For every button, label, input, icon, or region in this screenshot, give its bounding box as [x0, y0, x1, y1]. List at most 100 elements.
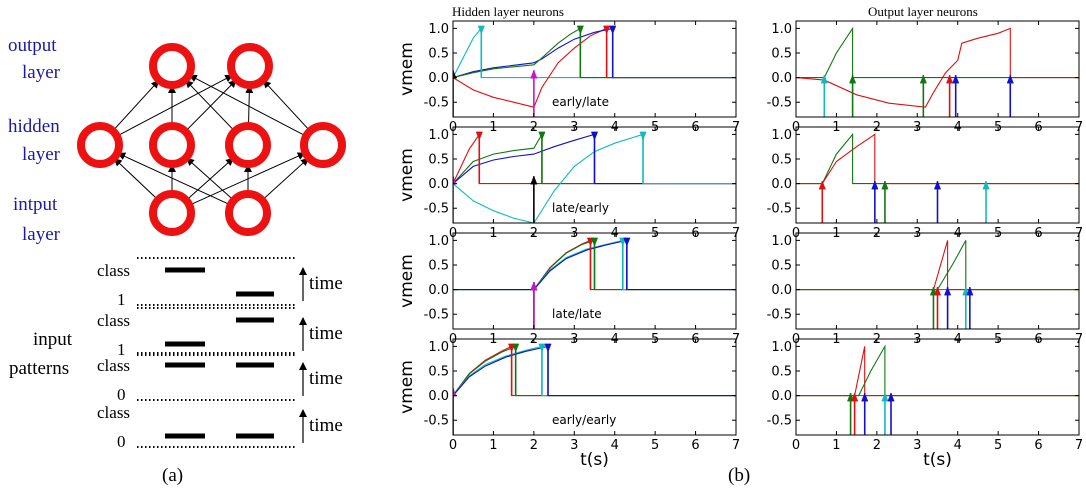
- output-spike-arrow-cyan: [619, 237, 627, 290]
- x-tick-label: 6: [691, 438, 699, 453]
- y-tick-label: 0.0: [428, 389, 449, 404]
- y-tick-label: 0.5: [428, 365, 449, 380]
- x-tick-label: 6: [1034, 438, 1042, 453]
- incoming-spike-arrow-blue: [861, 392, 869, 435]
- y-tick-label: 0.5: [428, 259, 449, 274]
- incoming-spike-arrow-red: [818, 180, 826, 223]
- network-diagram: output layer hidden layer intput layer: [8, 35, 346, 245]
- pattern-row: class 1 time: [97, 307, 343, 359]
- trace-red: [796, 240, 1079, 291]
- incoming-spike-arrow-blue: [944, 286, 952, 329]
- pattern-class-word: class: [97, 356, 130, 375]
- output-spike-arrow-blue: [609, 25, 617, 78]
- time-label: time: [309, 415, 343, 436]
- x-tick-label: 5: [994, 438, 1002, 453]
- chart-panel-output-row-1: 1.00.50.0-0.50 1 2 3 4 5 6 7: [767, 20, 1083, 135]
- trace-green: [453, 27, 736, 79]
- pattern-class-value: 0: [117, 385, 126, 404]
- condition-annotation: late/early: [552, 201, 609, 215]
- y-tick-label: 0.5: [428, 47, 449, 62]
- output-spike-arrow-cyan: [639, 131, 647, 184]
- output-spike-arrow-red: [475, 131, 483, 184]
- input-node-0: [149, 190, 195, 236]
- edge-hidden-0-output-1: [116, 74, 234, 137]
- column-title-hidden: Hidden layer neurons: [452, 4, 564, 19]
- pattern-spike-neuron-1: [165, 433, 205, 439]
- condition-annotation: late/late: [552, 307, 602, 321]
- x-tick-label: 1: [489, 438, 497, 453]
- output-spike-arrow-green: [590, 237, 599, 290]
- chart-panel-hidden-row-4: 1.0 0.5 0.0 -0.50 1 2 3 4 5 6 7 vmem early/early t(s): [397, 338, 740, 470]
- y-tick-label: 0.5: [771, 365, 792, 380]
- y-tick-label: 1.0: [428, 234, 449, 249]
- edge-input-0-hidden-0: [113, 158, 159, 201]
- y-tick-label: 1.0: [771, 340, 792, 355]
- condition-annotation: early/early: [552, 413, 616, 427]
- output-spike-arrow-blue: [544, 343, 552, 396]
- y-tick-label: 0.0: [771, 71, 792, 86]
- condition-annotation: early/late: [552, 95, 609, 109]
- trace-blue: [453, 345, 736, 397]
- axes-frame: [452, 338, 737, 436]
- edge-hidden-3-output-1: [262, 79, 311, 132]
- x-tick-label: 0: [792, 438, 800, 453]
- y-tick-label: 0.5: [771, 47, 792, 62]
- incoming-spike-arrow-red: [851, 392, 859, 435]
- incoming-spike-arrow-cyan: [881, 392, 889, 435]
- hidden-layer-label-line2: layer: [22, 144, 61, 165]
- hidden-node-3: [300, 122, 346, 168]
- output-spike-arrow-red: [586, 237, 595, 290]
- incoming-spike-arrow-blue: [966, 286, 974, 329]
- chart-panel-output-row-3: 1.00.50.0-0.50 1 2 3 4 5 6 7: [767, 232, 1083, 347]
- y-tick-label: -0.5: [424, 96, 449, 111]
- time-label: time: [309, 273, 343, 294]
- incoming-spike-arrow-blue: [1006, 74, 1014, 117]
- pattern-class-word: class: [97, 403, 130, 422]
- pattern-spike-neuron-2: [236, 433, 274, 439]
- time-label: time: [309, 368, 343, 389]
- y-tick-label: 0.0: [428, 71, 449, 86]
- trace-red: [453, 345, 736, 397]
- x-tick-label: 5: [651, 438, 659, 453]
- pattern-class-value: 0: [117, 432, 126, 451]
- y-tick-label: 0.5: [771, 153, 792, 168]
- y-tick-label: -0.5: [424, 414, 449, 429]
- axes-frame: [452, 126, 737, 224]
- output-spike-arrow-blue: [590, 131, 599, 184]
- output-spike-arrow-cyan: [538, 343, 546, 396]
- x-tick-label: 7: [1075, 438, 1083, 453]
- y-tick-label: -0.5: [767, 414, 792, 429]
- trace-red: [796, 27, 1079, 108]
- input-spike-arrow-magenta: [530, 69, 538, 117]
- x-tick-label: 3: [913, 438, 921, 453]
- pattern-class-value: 1: [117, 290, 126, 309]
- output-spike-arrow-red: [508, 343, 516, 396]
- incoming-spike-arrow-cyan: [820, 74, 828, 117]
- incoming-spike-arrow-red: [946, 74, 954, 117]
- pattern-class-value: 1: [117, 340, 126, 359]
- output-spike-arrow-blue: [623, 237, 631, 290]
- incoming-spike-arrow-green: [849, 74, 857, 117]
- x-tick-label: 4: [611, 438, 619, 453]
- output-node-1: [227, 43, 273, 89]
- incoming-spike-arrow-blue: [887, 392, 895, 435]
- incoming-spike-arrow-blue: [871, 180, 879, 223]
- y-tick-label: 1.0: [771, 22, 792, 37]
- network-edges: [112, 74, 311, 206]
- edge-input-1-hidden-0: [117, 152, 231, 206]
- y-axis-label: vmem: [397, 360, 417, 414]
- y-tick-label: 0.0: [771, 177, 792, 192]
- x-tick-label: 0: [449, 438, 457, 453]
- x-tick-label: 3: [570, 438, 578, 453]
- chart-panel-output-row-2: 1.00.50.0-0.50 1 2 3 4 5 6 7: [767, 126, 1083, 241]
- network-nodes: [77, 43, 346, 236]
- y-tick-label: 1.0: [428, 128, 449, 143]
- input-spike-arrow-magenta: [453, 175, 457, 223]
- pattern-class-word: class: [97, 311, 130, 330]
- y-tick-label: 0.0: [771, 283, 792, 298]
- y-tick-label: 0.5: [771, 259, 792, 274]
- pattern-spike-neuron-2: [236, 317, 274, 323]
- pattern-spike-neuron-1: [165, 362, 205, 368]
